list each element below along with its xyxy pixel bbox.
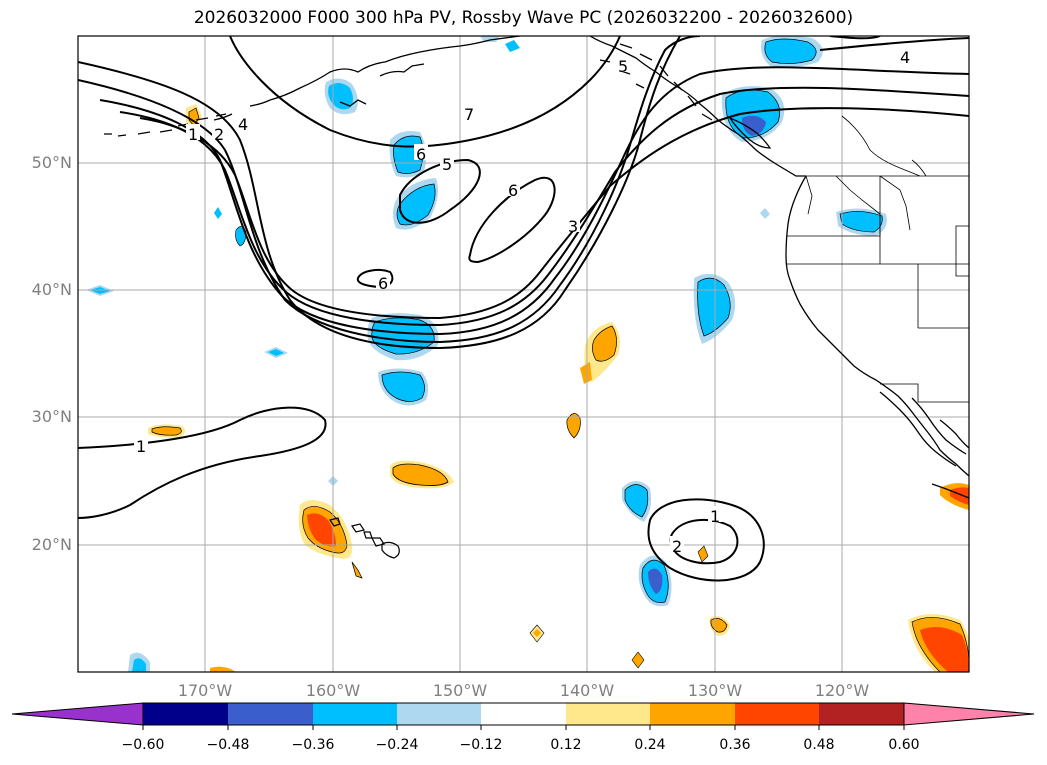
colorbar-tick-label: −0.24 (375, 737, 419, 753)
contour-label: 2 (672, 537, 682, 556)
colorbar-ticks (142, 725, 905, 730)
hawaii-islands (329, 517, 400, 559)
lat-label-30n: 30°N (31, 407, 72, 426)
contour-label: 3 (568, 217, 578, 236)
positive-anomaly-shading (148, 104, 969, 672)
political-borders (786, 115, 969, 403)
colorbar (11, 702, 1035, 730)
colorbar-tick-label: −0.48 (206, 737, 250, 753)
colorbar-segment (228, 703, 313, 725)
contour-label: 1 (710, 507, 720, 526)
lon-label-140w: 140°W (559, 681, 615, 700)
contour-label: 2 (214, 125, 224, 144)
contour-label: 5 (442, 155, 452, 174)
contour-lines (78, 36, 969, 582)
colorbar-segment (313, 703, 397, 725)
lat-label-40n: 40°N (31, 280, 72, 299)
colorbar-tick-label: 0.24 (634, 737, 666, 753)
colorbar-tick-label: 0.12 (550, 737, 582, 753)
contour-label: 1 (136, 437, 146, 456)
colorbar-segment (735, 703, 819, 725)
colorbar-outline (142, 702, 905, 726)
map-frame (77, 35, 970, 673)
colorbar-segment (481, 703, 566, 725)
lat-label-20n: 20°N (31, 535, 72, 554)
colorbar-segment (650, 703, 735, 725)
lon-label-130w: 130°W (687, 681, 743, 700)
lon-label-150w: 150°W (432, 681, 488, 700)
colorbar-tick-label: −0.60 (121, 737, 165, 753)
contour-label: 1 (188, 125, 198, 144)
contour-label: 5 (618, 57, 628, 76)
colorbar-extend-min (11, 702, 144, 726)
contour-label: 7 (464, 105, 474, 124)
lat-label-50n: 50°N (31, 153, 72, 172)
contour-label: 6 (508, 181, 518, 200)
chart-title: 2026032000 F000 300 hPa PV, Rossby Wave … (193, 8, 854, 28)
colorbar-segment (819, 703, 904, 725)
contour-label: 6 (416, 145, 426, 164)
colorbar-segment (397, 703, 481, 725)
lon-label-160w: 160°W (305, 681, 361, 700)
colorbar-tick-label: 0.60 (888, 737, 920, 753)
coastlines (104, 36, 969, 499)
lon-label-120w: 120°W (814, 681, 870, 700)
colorbar-tick-label: 0.48 (803, 737, 835, 753)
colorbar-extend-max (903, 702, 1035, 726)
colorbar-tick-label: −0.36 (291, 737, 335, 753)
colorbar-segment (566, 703, 650, 725)
contour-label: 4 (900, 48, 910, 67)
contour-label: 4 (238, 115, 248, 134)
colorbar-segment (143, 703, 228, 725)
contour-label: 6 (378, 274, 388, 293)
colorbar-tick-label: −0.12 (459, 737, 503, 753)
lon-label-170w: 170°W (177, 681, 233, 700)
colorbar-tick-label: 0.36 (719, 737, 751, 753)
ocean-background (78, 36, 969, 672)
contour-labels: 1 2 4 7 6 5 6 6 3 5 4 1 1 2 (134, 47, 912, 556)
map-area: 1 2 4 7 6 5 6 6 3 5 4 1 1 2 (78, 36, 969, 672)
